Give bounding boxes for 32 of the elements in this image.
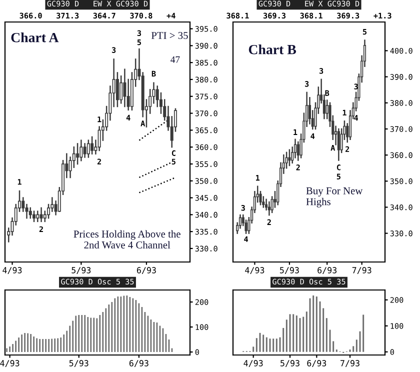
- candlestick: [36, 210, 40, 222]
- x-tick-label: 4/93: [245, 267, 264, 274]
- annotation: Prices Holding Above the 2nd Wave 4 Channel: [74, 230, 180, 249]
- x-tick-label: 7/93: [352, 267, 372, 274]
- x-tick-label: 6/93: [307, 360, 326, 368]
- annotation: Chart A: [11, 32, 59, 42]
- candlestick: [83, 143, 86, 158]
- candlestick: [90, 136, 94, 154]
- annotation: Chart B: [248, 44, 296, 54]
- x-tick-label: 4/93: [244, 360, 263, 368]
- x-tick-label: 6/93: [129, 360, 148, 368]
- candlestick: [123, 68, 126, 108]
- candlestick: [86, 140, 90, 158]
- x-tick-label: 6/93: [136, 267, 156, 274]
- x-tick-label: 5/93: [280, 267, 299, 274]
- x-tick-label: 7/93: [340, 360, 360, 368]
- candlestick: [28, 207, 32, 219]
- x-tick-label: 5/93: [280, 360, 300, 368]
- x-tick-label: 5/93: [69, 360, 88, 368]
- candlestick: [337, 128, 340, 161]
- x-tick-label: 6/93: [318, 267, 337, 274]
- candlestick: [32, 210, 36, 222]
- candlestick: [76, 143, 80, 165]
- x-tick-label: 4/93: [0, 360, 20, 368]
- annotation: 47: [170, 56, 180, 63]
- candlestick: [288, 149, 291, 166]
- annotation: PTI > 35: [151, 32, 188, 40]
- x-tick-label: 5/93: [72, 267, 91, 274]
- candlestick: [40, 207, 43, 222]
- annotation: Buy For New Highs: [306, 187, 363, 208]
- candlestick: [80, 140, 83, 162]
- x-tick-label: 4/93: [2, 267, 22, 274]
